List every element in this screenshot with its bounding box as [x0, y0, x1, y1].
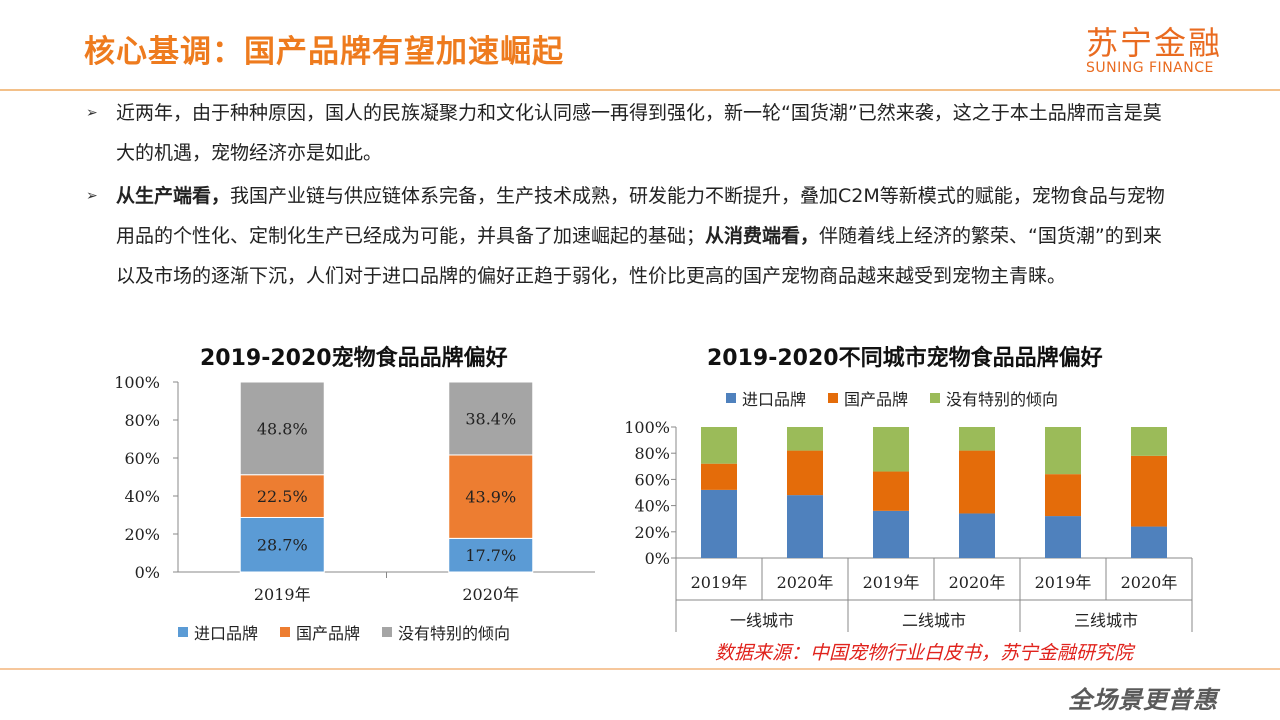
bar-segment: [448, 381, 534, 456]
bar-segment: [1045, 516, 1081, 558]
chart2-plot: 0% 20% 40% 60% 80% 100% 2019年 2020年 2019年 2020年 20…: [624, 418, 1193, 632]
data-source-note: 数据来源：中国宠物行业白皮书，苏宁金融研究院: [715, 642, 1134, 664]
bar-segment: [959, 427, 995, 451]
bar-segment: [873, 471, 909, 511]
chart2-title: 2019-2020不同城市宠物食品品牌偏好: [707, 346, 1103, 371]
bullet-text-part2: 伴随着线上经济的繁荣、“国货潮”的到来以及市场的逐渐下沉，人们对于进口品牌的偏好…: [116, 225, 1162, 287]
bar-segment: [1045, 474, 1081, 517]
legend-swatch: [930, 393, 941, 403]
brand-logo-subtitle: SUNING FINANCE: [1086, 60, 1214, 76]
bar-segment: [239, 381, 325, 476]
bar-segment: [701, 427, 737, 464]
bold-lead-consumption: 从消费端看，: [705, 225, 820, 247]
bar-segment: [448, 537, 534, 573]
y-tick-label: 60%: [124, 449, 160, 468]
legend-swatch: [828, 393, 839, 403]
chart1-plot: 0% 20% 40% 60% 80% 100% 28.7% 22.5% 48.8% 2019年 17…: [114, 373, 595, 604]
page-title: 核心基调：国产品牌有望加速崛起: [84, 34, 564, 70]
bar-segment: [1131, 455, 1167, 527]
x-tick-label: 2020年: [1121, 573, 1178, 592]
x-tick-label: 2020年: [949, 573, 1006, 592]
bar-segment: [701, 489, 737, 558]
x-tick-label: 2019年: [254, 585, 311, 604]
bar-segment: [1045, 427, 1081, 475]
legend-label: 进口品牌: [742, 390, 807, 409]
x-tick-label: 2019年: [691, 573, 748, 592]
y-tick-label: 0%: [645, 549, 670, 568]
bullet-paragraph-1: ➢ 近两年，由于种种原因，国人的民族凝聚力和文化认同感一再得到强化，新一轮“国货…: [86, 93, 1176, 173]
y-tick-label: 20%: [634, 523, 670, 542]
y-tick-label: 60%: [634, 470, 670, 489]
data-label: 28.7%: [257, 536, 308, 555]
bar-segment: [239, 474, 325, 518]
y-tick-label: 20%: [124, 525, 160, 544]
data-label: 22.5%: [257, 487, 308, 506]
data-label: 17.7%: [465, 546, 516, 565]
x-tick-label: 2020年: [777, 573, 834, 592]
bullet-arrow-icon: ➢: [86, 105, 98, 121]
legend-swatch: [382, 627, 393, 637]
x-tick-label: 2019年: [1035, 573, 1092, 592]
footer-divider: [0, 668, 1280, 670]
legend-label: 国产品牌: [296, 624, 361, 643]
bar-segment: [1131, 427, 1167, 456]
y-tick-label: 80%: [124, 411, 160, 430]
header-divider: [0, 89, 1280, 91]
bar-segment: [1131, 526, 1167, 558]
group-label: 三线城市: [1074, 611, 1138, 630]
y-tick-label: 40%: [124, 487, 160, 506]
legend-label: 国产品牌: [844, 390, 909, 409]
chart2-legend: 进口品牌 国产品牌 没有特别的倾向: [726, 386, 1080, 410]
bar-segment: [959, 513, 995, 558]
legend-swatch: [280, 627, 291, 637]
y-tick-label: 0%: [135, 563, 160, 582]
bullet-text: 近两年，由于种种原因，国人的民族凝聚力和文化认同感一再得到强化，新一轮“国货潮”…: [116, 102, 1162, 164]
y-tick-label: 100%: [624, 418, 670, 437]
x-tick-label: 2020年: [462, 585, 519, 604]
chart1-legend: 进口品牌 国产品牌 没有特别的倾向: [178, 620, 532, 644]
bar-segment: [239, 516, 325, 573]
bullet-paragraph-2: ➢ 从生产端看，我国产业链与供应链体系完备，生产技术成熟，研发能力不断提升，叠加…: [86, 176, 1176, 296]
y-tick-label: 40%: [634, 497, 670, 516]
bullet-arrow-icon: ➢: [86, 188, 98, 204]
chart1-title: 2019-2020宠物食品品牌偏好: [200, 346, 508, 371]
bar-segment: [787, 450, 823, 496]
y-tick-label: 100%: [114, 373, 160, 392]
bar-segment: [787, 427, 823, 451]
bullet-text: 从生产端看，我国产业链与供应链体系完备，生产技术成熟，研发能力不断提升，叠加C2…: [86, 176, 1176, 296]
legend-swatch: [178, 627, 188, 637]
data-label: 48.8%: [257, 419, 308, 438]
bold-lead-production: 从生产端看，: [116, 185, 231, 207]
group-label: 二线城市: [902, 611, 966, 630]
group-label: 一线城市: [730, 611, 794, 630]
bar-segment: [959, 450, 995, 514]
bar-segment: [701, 463, 737, 490]
legend-swatch: [726, 393, 736, 403]
footer-slogan: 全场景更普惠: [1068, 686, 1218, 714]
data-label: 43.9%: [465, 488, 516, 507]
bullet-text-part1: 我国产业链与供应链体系完备，生产技术成熟，研发能力不断提升，叠加C2M等新模式的…: [116, 185, 1165, 247]
y-tick-label: 80%: [634, 444, 670, 463]
data-label: 38.4%: [465, 409, 516, 428]
x-tick-label: 2019年: [863, 573, 920, 592]
legend-label: 进口品牌: [194, 624, 259, 643]
bar-segment: [873, 510, 909, 558]
legend-label: 没有特别的倾向: [946, 390, 1059, 409]
bar-segment: [787, 495, 823, 558]
legend-label: 没有特别的倾向: [398, 624, 511, 643]
brand-logo-text: 苏宁金融: [1086, 24, 1223, 62]
bar-segment: [873, 427, 909, 472]
